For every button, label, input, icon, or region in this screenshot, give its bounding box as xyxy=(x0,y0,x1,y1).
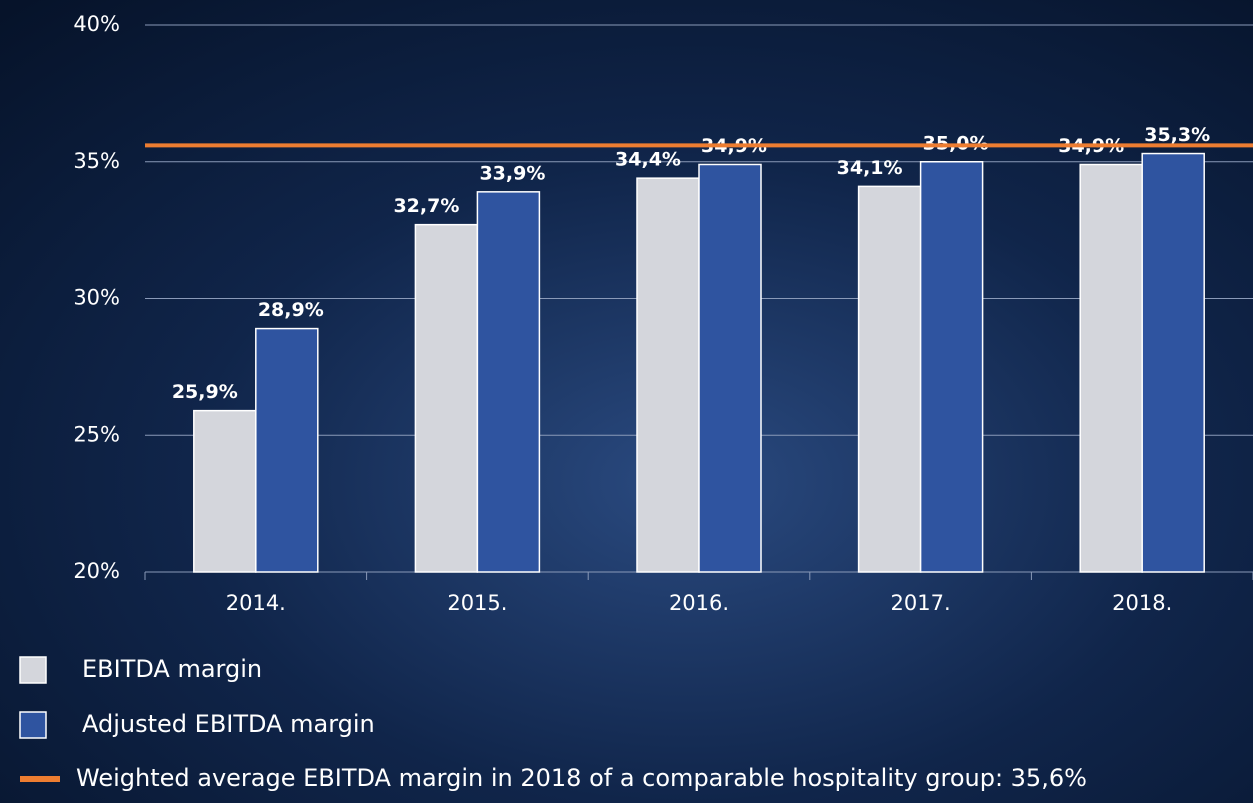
bar xyxy=(476,191,541,573)
value-label: 34,4% xyxy=(615,149,681,171)
bar xyxy=(857,185,922,573)
value-label: 35,3% xyxy=(1144,124,1210,146)
x-tick-label: 2016. xyxy=(669,591,729,615)
legend-label: Adjusted EBITDA margin xyxy=(82,710,375,738)
value-label: 34,1% xyxy=(837,157,903,179)
bar xyxy=(698,163,762,573)
y-tick-label: 20% xyxy=(73,559,120,583)
legend-label: EBITDA margin xyxy=(82,655,262,683)
bar xyxy=(1079,163,1143,573)
legend-swatch xyxy=(19,711,47,739)
x-tick-label: 2017. xyxy=(891,591,951,615)
x-tick-label: 2015. xyxy=(447,591,507,615)
bar xyxy=(255,327,319,573)
value-label: 35,0% xyxy=(923,132,989,154)
y-tick-label: 30% xyxy=(73,286,120,310)
value-label: 28,9% xyxy=(258,299,324,321)
value-label: 33,9% xyxy=(479,162,545,184)
y-tick-label: 40% xyxy=(73,12,120,36)
value-label: 32,7% xyxy=(393,195,459,217)
bar xyxy=(414,223,479,573)
y-tick-label: 35% xyxy=(73,149,120,173)
bar xyxy=(919,161,984,573)
value-label: 25,9% xyxy=(172,381,238,403)
bar xyxy=(193,409,257,573)
x-tick-label: 2014. xyxy=(226,591,286,615)
y-tick-label: 25% xyxy=(73,422,120,446)
legend-label: Weighted average EBITDA margin in 2018 o… xyxy=(76,764,1087,792)
bar xyxy=(1141,152,1205,573)
x-tick-label: 2018. xyxy=(1112,591,1172,615)
bar xyxy=(636,177,700,573)
legend-swatch xyxy=(19,656,47,684)
